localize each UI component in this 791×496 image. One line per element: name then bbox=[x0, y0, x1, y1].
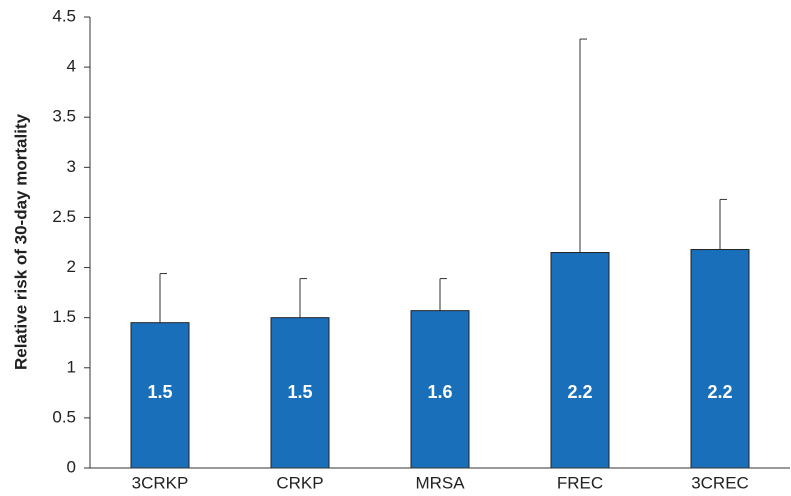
y-tick-label: 1.5 bbox=[52, 307, 76, 326]
x-tick-label: FREC bbox=[557, 473, 603, 492]
y-tick-label: 0 bbox=[67, 457, 76, 476]
y-tick-label: 2.5 bbox=[52, 207, 76, 226]
x-tick-label: 3CRKP bbox=[132, 473, 189, 492]
value-label: 2.2 bbox=[567, 382, 592, 402]
bar bbox=[550, 252, 610, 469]
y-axis-label: Relative risk of 30-day mortality bbox=[11, 113, 30, 370]
y-tick-label: 1 bbox=[67, 357, 76, 376]
value-label: 2.2 bbox=[707, 382, 732, 402]
value-label: 1.5 bbox=[147, 382, 172, 402]
value-label: 1.6 bbox=[427, 382, 452, 402]
bar bbox=[410, 310, 470, 469]
x-tick-label: MRSA bbox=[415, 473, 465, 492]
value-label: 1.5 bbox=[287, 382, 312, 402]
y-tick-label: 3.5 bbox=[52, 107, 76, 126]
y-tick-label: 0.5 bbox=[52, 407, 76, 426]
bar bbox=[130, 322, 190, 469]
y-tick-label: 3 bbox=[67, 157, 76, 176]
y-tick-label: 2 bbox=[67, 257, 76, 276]
y-tick-label: 4 bbox=[67, 57, 76, 76]
x-tick-label: CRKP bbox=[276, 473, 323, 492]
bar bbox=[270, 317, 330, 469]
y-tick-label: 4.5 bbox=[52, 6, 76, 25]
bar bbox=[690, 249, 750, 469]
x-tick-label: 3CREC bbox=[691, 473, 749, 492]
